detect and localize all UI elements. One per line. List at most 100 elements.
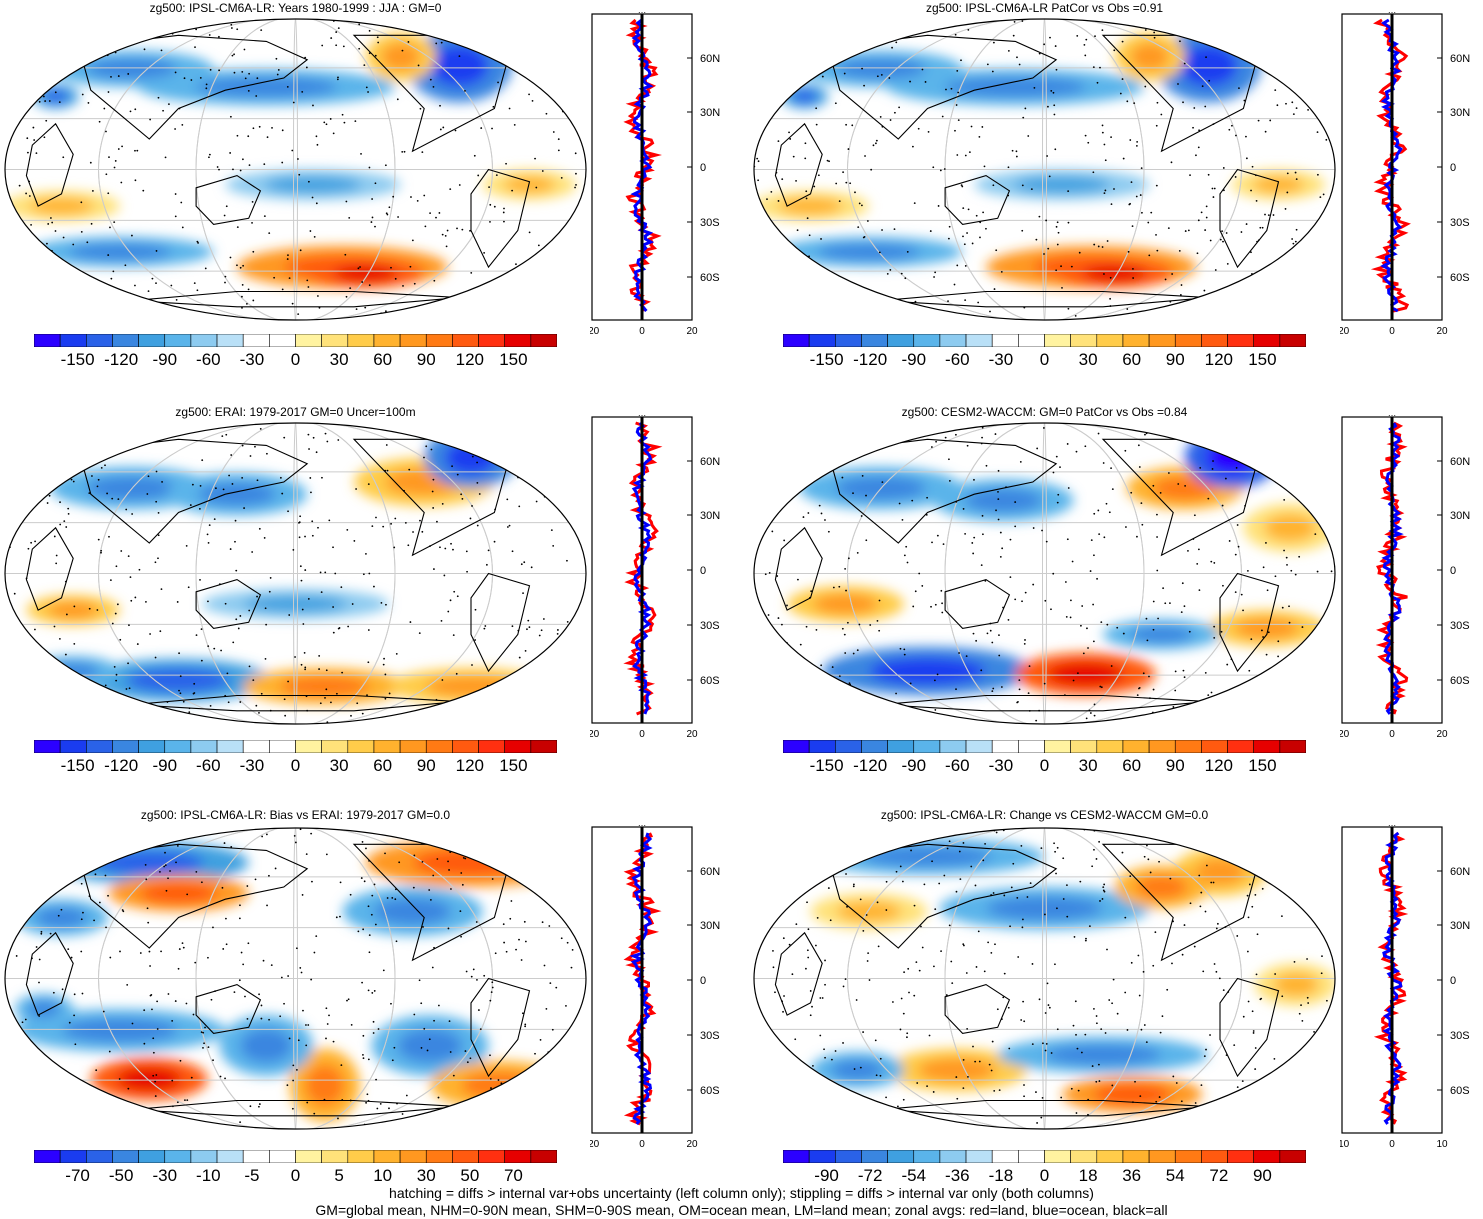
- colorbar-swatch: [887, 740, 915, 753]
- colorbar-label: -54: [901, 1166, 927, 1185]
- colorbar-label: 0: [290, 350, 301, 369]
- colorbar: [783, 334, 1306, 347]
- colorbar-swatch: [913, 334, 941, 347]
- coastline: [1219, 977, 1280, 1078]
- colorbar-swatch: [1201, 1150, 1228, 1163]
- colorbar-swatch: [1122, 334, 1150, 347]
- colorbar-swatch: [216, 1150, 244, 1163]
- colorbar-swatch: [112, 1150, 139, 1163]
- colorbar-swatch: [1096, 334, 1124, 347]
- colorbar-swatch: [347, 740, 375, 753]
- coastline: [944, 579, 1011, 629]
- colorbar-label: -30: [988, 756, 1014, 775]
- map-title: zg500: IPSL-CM6A-LR: Years 1980-1999 : J…: [149, 1, 442, 15]
- colorbar-swatch: [504, 740, 532, 753]
- colorbar-label: 60: [373, 756, 393, 775]
- colorbar-label: -150: [809, 350, 844, 369]
- colorbar-label: -18: [988, 1166, 1014, 1185]
- colorbar-label: -150: [809, 756, 844, 775]
- colorbar-label: -90: [901, 756, 927, 775]
- colorbar-label: 90: [416, 756, 436, 775]
- colorbar-swatch: [425, 334, 453, 347]
- colorbar-swatch: [1096, 740, 1124, 753]
- latitude-tick-label: 60N: [700, 866, 720, 878]
- colorbar-swatch: [530, 1150, 557, 1163]
- colorbar-label: 90: [1165, 756, 1185, 775]
- x-tick-label: -10: [1340, 1139, 1350, 1150]
- colorbar-label: -70: [65, 1166, 90, 1185]
- colorbar-label: -150: [60, 350, 95, 369]
- colorbar-swatch: [965, 740, 993, 753]
- coastline: [774, 526, 823, 611]
- colorbar-swatch: [1070, 334, 1098, 347]
- colorbar-swatch: [834, 1150, 862, 1163]
- colorbar-swatch: [190, 334, 218, 347]
- colorbar-label: -10: [196, 1166, 221, 1185]
- colorbar-label: -5: [244, 1166, 260, 1185]
- colorbar-label: -30: [988, 350, 1014, 369]
- colorbar-swatch: [1070, 740, 1098, 753]
- map: [753, 18, 1336, 321]
- unit-label: m: [638, 415, 646, 418]
- colorbar-swatch: [939, 1150, 967, 1163]
- colorbar-label: 120: [455, 350, 485, 369]
- colorbar-swatch: [1279, 334, 1306, 347]
- colorbar-swatch: [913, 1150, 941, 1163]
- colorbar-label: 90: [416, 350, 436, 369]
- colorbar-label: 120: [1204, 756, 1234, 775]
- coastline: [827, 843, 1058, 949]
- colorbar-label: -30: [152, 1166, 178, 1185]
- x-tick-label: 20: [1436, 729, 1448, 740]
- colorbar-swatch: [530, 334, 557, 347]
- colorbar-label: 30: [329, 756, 349, 775]
- latitude-tick-label: 30N: [1450, 510, 1470, 522]
- colorbar-swatch: [112, 334, 139, 347]
- latitude-tick-label: 30N: [1450, 107, 1470, 119]
- colorbar-swatch: [373, 740, 401, 753]
- colorbar-label: 0: [1039, 1166, 1050, 1185]
- coastline: [195, 175, 262, 225]
- latitude-tick-label: 60S: [1450, 272, 1470, 284]
- colorbar-swatch: [425, 740, 453, 753]
- colorbar-label: 30: [416, 1166, 436, 1185]
- colorbar-swatch: [373, 1150, 401, 1163]
- colorbar-swatch: [1227, 740, 1254, 753]
- colorbar-label: 30: [329, 350, 349, 369]
- colorbar-swatch: [1018, 740, 1045, 753]
- colorbar-label: 150: [1248, 350, 1277, 369]
- latitude-tick-label: 30N: [700, 107, 720, 119]
- colorbar-label: -72: [857, 1166, 883, 1185]
- colorbar-label: 150: [1248, 756, 1277, 775]
- colorbar-label: 120: [1204, 350, 1234, 369]
- x-tick-label: 20: [686, 1139, 698, 1150]
- coastline: [25, 931, 74, 1016]
- colorbar-label: 5: [334, 1166, 344, 1185]
- colorbar-swatch: [1018, 1150, 1045, 1163]
- x-tick-label: -20: [1340, 326, 1350, 337]
- map: [4, 18, 587, 321]
- colorbar-swatch: [861, 740, 888, 753]
- colorbar-swatch: [504, 1150, 532, 1163]
- colorbar-label: -30: [239, 756, 265, 775]
- colorbar-label: -60: [196, 756, 221, 775]
- colorbar-swatch: [1044, 1150, 1071, 1163]
- colorbar-swatch: [530, 740, 557, 753]
- colorbar-swatch: [861, 1150, 888, 1163]
- latitude-tick-label: 60N: [1450, 866, 1470, 878]
- zonal-average-plot: 60N 30N 0 30S 60S -10 0 10 m: [1340, 825, 1470, 1150]
- coastline: [78, 438, 309, 544]
- colorbar-label: 50: [460, 1166, 480, 1185]
- colorbar-swatch: [242, 740, 270, 753]
- latitude-tick-label: 0: [700, 975, 706, 987]
- colorbar-label: -90: [152, 756, 178, 775]
- coastline: [470, 572, 531, 673]
- zonal-average-plot: 60N 30N 0 30S 60S -20 0 20 m: [1340, 415, 1470, 740]
- latitude-tick-label: 30S: [700, 1030, 720, 1042]
- coastline: [944, 984, 1011, 1034]
- x-tick-label: -20: [590, 326, 600, 337]
- colorbar-swatch: [808, 1150, 836, 1163]
- latitude-tick-label: 60N: [1450, 53, 1470, 65]
- colorbar-swatch: [452, 334, 479, 347]
- x-tick-label: 0: [639, 729, 645, 740]
- coastline: [78, 34, 309, 140]
